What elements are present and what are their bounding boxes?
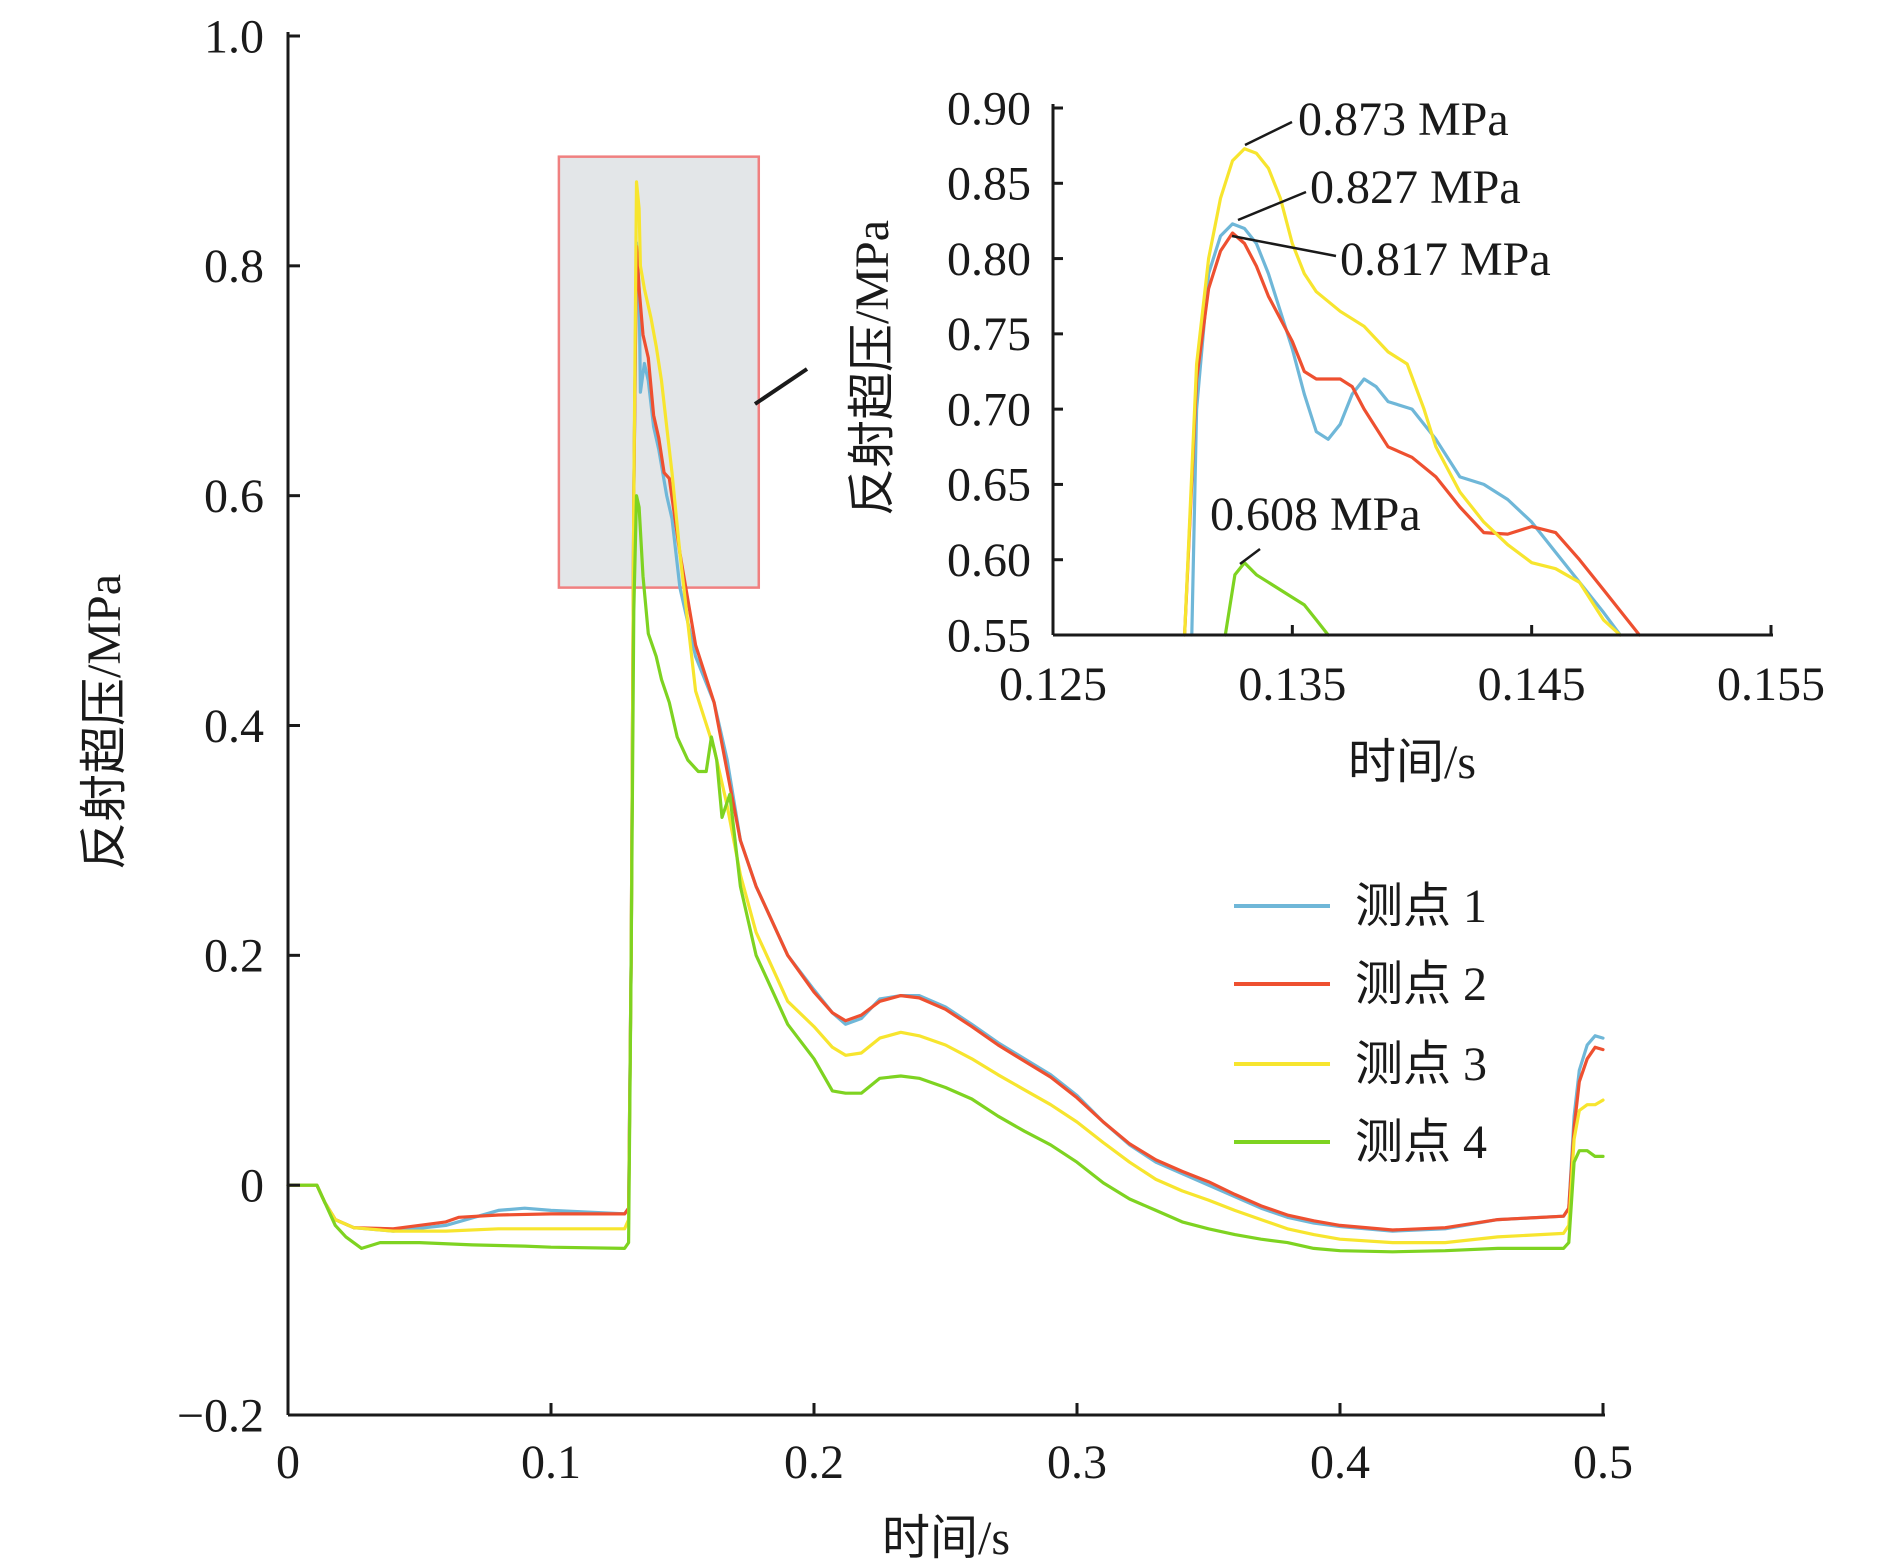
main-y-tick-label: 1.0 [204, 10, 264, 63]
main-y-tick-label: 0.4 [204, 700, 264, 753]
main-y-tick-label: 0.2 [204, 930, 264, 983]
annotation-827: 0.827 MPa [1310, 161, 1521, 214]
inset-chart: 0.55 0.60 0.65 0.70 0.75 0.80 0.85 0.90 0.125 0.1… [846, 82, 1825, 789]
main-x-axis-label: 时间/s [882, 1512, 1010, 1560]
legend-label-series-2: 测点 2 [1355, 958, 1487, 1011]
main-y-axis-label: 反射超压/MPa [78, 574, 131, 870]
annotation-leader-608 [1239, 548, 1261, 565]
legend-label-series-1: 测点 1 [1355, 880, 1487, 933]
main-series-line-2 [286, 244, 1605, 1232]
main-x-tick-label: 0.2 [784, 1436, 844, 1489]
inset-x-tick-label: 0.145 [1478, 658, 1586, 711]
zoom-connector-line [753, 367, 809, 406]
annotation-leader-817 [1231, 234, 1337, 258]
inset-y-tick-label: 0.75 [947, 308, 1031, 361]
main-y-tick-label: 0.8 [204, 240, 264, 293]
inset-y-tick-label: 0.70 [947, 383, 1031, 436]
inset-y-tick-label: 0.90 [947, 82, 1031, 135]
annotation-leader-827 [1237, 190, 1307, 222]
inset-y-tick-label: 0.65 [947, 459, 1031, 512]
annotation-817: 0.817 MPa [1340, 233, 1551, 286]
main-x-tick-label: 0.1 [521, 1436, 581, 1489]
inset-y-tick-label: 0.85 [947, 158, 1031, 211]
legend-label-series-3: 测点 3 [1355, 1038, 1487, 1091]
main-x-tick-label: 0.3 [1047, 1436, 1107, 1489]
main-y-tick-label: 0.6 [204, 470, 264, 523]
inset-x-tick-label: 0.125 [999, 658, 1107, 711]
main-x-tick-label: 0.5 [1573, 1436, 1633, 1489]
inset-y-tick-label: 0.55 [947, 609, 1031, 662]
main-axes: −0.200.20.40.60.81.00 0.1 0.2 0.3 0.4 0.5 [177, 10, 1633, 1489]
inset-series-line-1 [1190, 222, 1622, 637]
main-series-lines [286, 180, 1605, 1254]
inset-series-lines [1183, 147, 1641, 637]
inset-x-axis-label: 时间/s [1348, 736, 1476, 789]
inset-y-tick-label: 0.80 [947, 233, 1031, 286]
legend-label-series-4: 测点 4 [1355, 1116, 1487, 1169]
inset-axes: 0.55 0.60 0.65 0.70 0.75 0.80 0.85 0.90 0.125 0.1… [947, 82, 1825, 711]
inset-y-tick-label: 0.60 [947, 534, 1031, 587]
main-x-tick-label: 0.4 [1310, 1436, 1370, 1489]
main-y-tick-label: −0.2 [177, 1389, 264, 1442]
inset-y-axis-label: 反射超压/MPa [846, 220, 899, 516]
inset-x-tick-label: 0.135 [1238, 658, 1346, 711]
inset-series-line-4 [1223, 561, 1330, 637]
inset-x-tick-label: 0.155 [1717, 658, 1825, 711]
inset-series-line-2 [1183, 231, 1641, 637]
annotation-leader-873 [1244, 120, 1293, 147]
annotation-608: 0.608 MPa [1210, 488, 1421, 541]
legend: 测点 1 测点 2 测点 3 测点 4 [1234, 880, 1487, 1169]
inset-series-line-3 [1183, 147, 1622, 637]
main-x-tick-label: 0 [276, 1436, 300, 1489]
annotation-873: 0.873 MPa [1298, 93, 1509, 146]
main-y-tick-label: 0 [240, 1159, 264, 1212]
main-series-line-4 [286, 494, 1605, 1254]
main-chart: −0.200.20.40.60.81.00 0.1 0.2 0.3 0.4 0.5 时间/… [78, 10, 1633, 1560]
